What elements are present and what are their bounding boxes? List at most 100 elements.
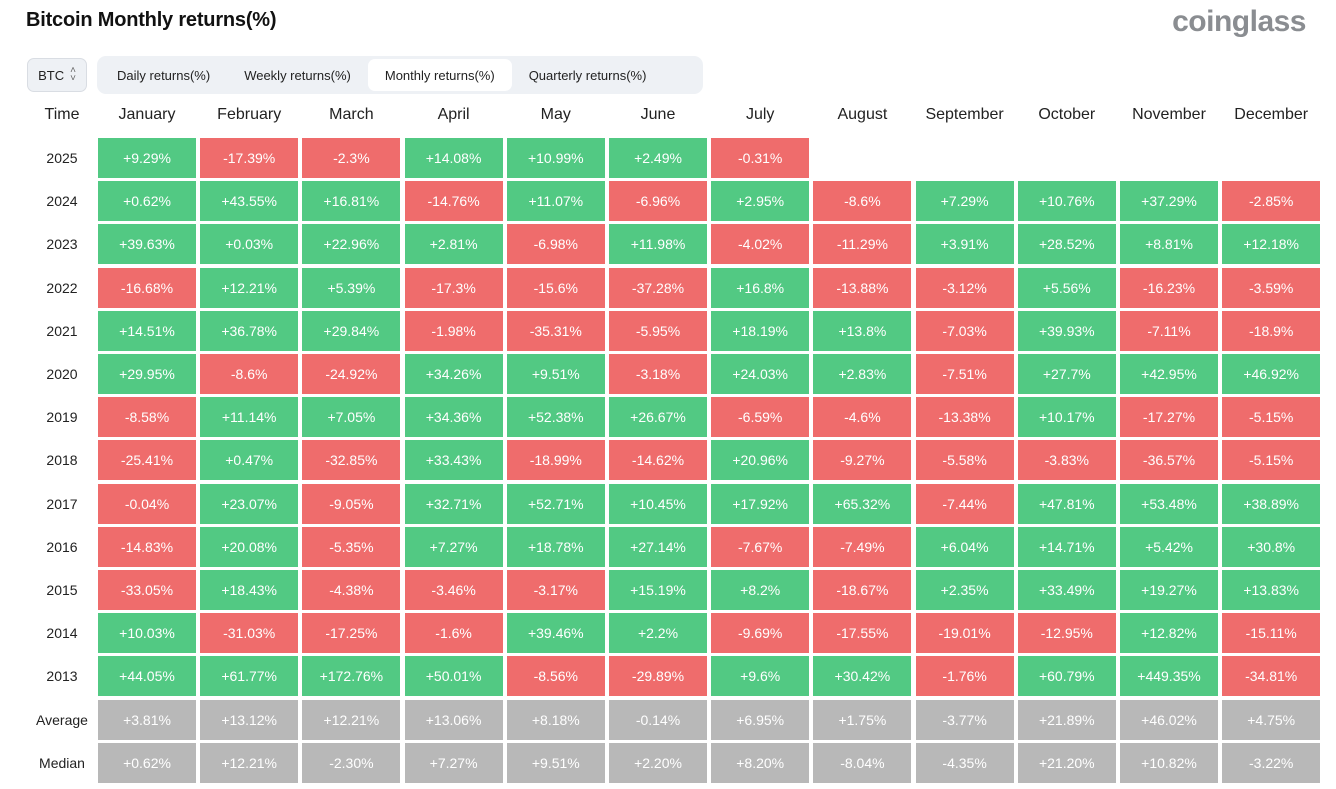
return-cell: +38.89% — [1222, 483, 1321, 524]
return-cell: -7.11% — [1120, 310, 1218, 351]
return-cell: -3.18% — [609, 354, 707, 394]
column-header-november: November — [1132, 106, 1206, 123]
tab-daily-returns[interactable]: Daily returns(%) — [117, 67, 211, 83]
return-cell: +16.8% — [711, 267, 810, 308]
summary-cell: +0.62% — [98, 742, 196, 783]
return-cell: +5.56% — [1017, 267, 1116, 308]
summary-cell: -4.35% — [915, 742, 1014, 783]
return-cell: +24.03% — [711, 354, 810, 394]
summary-cell: +3.81% — [98, 699, 196, 740]
return-cell: +14.51% — [98, 310, 196, 351]
return-cell: -4.6% — [813, 397, 912, 438]
return-cell: -6.98% — [506, 224, 605, 265]
return-cell: -9.69% — [711, 613, 810, 654]
return-cell: +10.76% — [1017, 181, 1116, 222]
return-cell: +52.38% — [506, 397, 605, 438]
return-cell: -6.96% — [609, 181, 707, 222]
return-cell: -8.58% — [98, 397, 196, 438]
return-cell: +36.78% — [200, 310, 299, 351]
return-cell: +50.01% — [404, 656, 503, 697]
return-cell: +18.43% — [200, 570, 299, 610]
return-cell: +10.45% — [609, 483, 707, 524]
summary-cell: -0.14% — [609, 699, 707, 740]
asset-select-value: BTC — [38, 67, 65, 83]
tab-quarterly-returns[interactable]: Quarterly returns(%) — [528, 67, 647, 83]
return-cell: -8.56% — [506, 656, 605, 697]
return-cell: +22.96% — [302, 224, 401, 265]
return-cell: +2.35% — [915, 570, 1014, 610]
summary-cell: -3.77% — [915, 699, 1014, 740]
return-cell: -5.95% — [609, 310, 707, 351]
return-cell: -3.17% — [506, 570, 605, 610]
return-cell: +12.82% — [1120, 613, 1218, 654]
return-cell: -7.51% — [915, 354, 1014, 394]
return-cell: +18.19% — [711, 310, 810, 351]
return-cell: +2.81% — [404, 224, 503, 265]
row-label: 2022 — [46, 279, 78, 296]
return-cell: -13.88% — [813, 267, 912, 308]
return-cell: +0.03% — [200, 224, 299, 265]
return-cell: -18.99% — [506, 440, 605, 481]
column-header-january: January — [118, 106, 176, 123]
row-label: 2013 — [46, 668, 78, 685]
return-cell: -8.6% — [200, 354, 299, 394]
return-cell: +29.84% — [302, 310, 401, 351]
column-header-march: March — [329, 106, 374, 123]
column-header-may: May — [540, 106, 571, 123]
return-cell: -18.67% — [813, 570, 912, 610]
return-cell: +53.48% — [1120, 483, 1218, 524]
return-cell: -16.23% — [1120, 267, 1218, 308]
return-cell: -3.83% — [1017, 440, 1116, 481]
return-cell: -31.03% — [200, 613, 299, 654]
return-cell: +8.2% — [711, 570, 810, 610]
return-cell: +14.71% — [1017, 526, 1116, 567]
return-cell: +44.05% — [98, 656, 196, 697]
return-cell: +52.71% — [506, 483, 605, 524]
summary-cell: +7.27% — [404, 742, 503, 783]
return-cell: +9.6% — [711, 656, 810, 697]
summary-cell: +21.89% — [1017, 699, 1116, 740]
summary-cell: +21.20% — [1017, 742, 1116, 783]
column-header-august: August — [837, 106, 888, 123]
row-label: Average — [36, 711, 88, 728]
return-cell: -19.01% — [915, 613, 1014, 654]
row-label: 2019 — [46, 409, 78, 426]
return-cell: +7.29% — [915, 181, 1014, 222]
return-cell: +33.43% — [404, 440, 503, 481]
return-cell: -9.05% — [302, 483, 401, 524]
return-cell: -29.89% — [609, 656, 707, 697]
asset-select[interactable]: BTC ˄ ˅ — [27, 58, 87, 92]
return-cell: +16.81% — [302, 181, 401, 222]
return-cell: -3.46% — [404, 570, 503, 610]
return-cell: -5.15% — [1222, 440, 1321, 481]
return-cell: +11.07% — [506, 181, 605, 222]
return-cell: -7.49% — [813, 526, 912, 567]
tab-monthly-returns[interactable]: Monthly returns(%) — [367, 59, 512, 91]
return-cell: -17.27% — [1120, 397, 1218, 438]
return-cell: -17.3% — [404, 267, 503, 308]
return-cell: +43.55% — [200, 181, 299, 222]
column-header-december: December — [1234, 106, 1309, 123]
summary-cell: -2.30% — [302, 742, 401, 783]
return-cell: +17.92% — [711, 483, 810, 524]
row-label: 2021 — [46, 322, 78, 339]
return-cell: +12.21% — [200, 267, 299, 308]
return-cell: -7.03% — [915, 310, 1014, 351]
return-cell: -12.95% — [1017, 613, 1116, 654]
return-cell: +3.91% — [915, 224, 1014, 265]
return-cell: -15.11% — [1222, 613, 1321, 654]
return-cell: -0.04% — [98, 483, 196, 524]
return-cell: -9.27% — [813, 440, 912, 481]
summary-cell: +6.95% — [711, 699, 810, 740]
return-cell: +29.95% — [98, 354, 196, 394]
tab-weekly-returns[interactable]: Weekly returns(%) — [244, 67, 351, 83]
return-cell: +39.63% — [98, 224, 196, 265]
return-cell: +0.62% — [98, 181, 196, 222]
return-cell: +2.2% — [609, 613, 707, 654]
return-cell: -3.12% — [915, 267, 1014, 308]
return-cell: +46.92% — [1222, 354, 1321, 394]
return-cell: +27.14% — [609, 526, 707, 567]
summary-cell: +12.21% — [200, 742, 299, 783]
return-cell: +20.96% — [711, 440, 810, 481]
return-cell: +27.7% — [1017, 354, 1116, 394]
